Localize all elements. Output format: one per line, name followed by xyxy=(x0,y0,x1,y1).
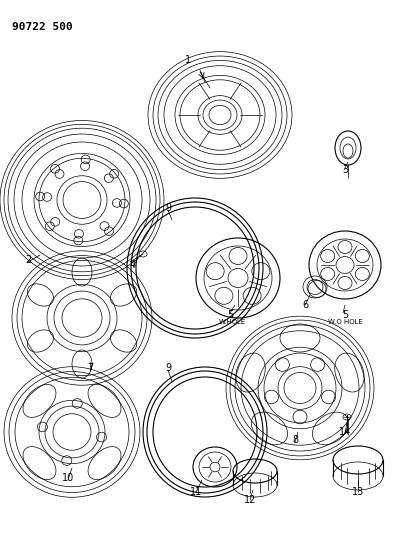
Text: 9: 9 xyxy=(165,203,171,213)
Text: 7: 7 xyxy=(87,363,93,373)
Text: 4: 4 xyxy=(130,260,136,270)
Text: 8: 8 xyxy=(292,435,298,445)
Text: 5: 5 xyxy=(342,310,348,320)
Text: 13: 13 xyxy=(352,487,364,497)
Text: 1: 1 xyxy=(185,55,191,65)
Text: 11: 11 xyxy=(190,487,202,497)
Text: W.HOLE: W.HOLE xyxy=(219,319,246,325)
Text: 14: 14 xyxy=(339,427,351,437)
Text: 10: 10 xyxy=(62,473,74,483)
Text: W.O HOLE: W.O HOLE xyxy=(328,319,362,325)
Text: 6: 6 xyxy=(302,300,308,310)
Text: 90722 500: 90722 500 xyxy=(12,22,73,32)
Text: 12: 12 xyxy=(244,495,256,505)
Text: 5: 5 xyxy=(227,310,233,320)
Text: 3: 3 xyxy=(342,165,348,175)
Text: 2: 2 xyxy=(25,255,31,265)
Text: 9: 9 xyxy=(165,363,171,373)
